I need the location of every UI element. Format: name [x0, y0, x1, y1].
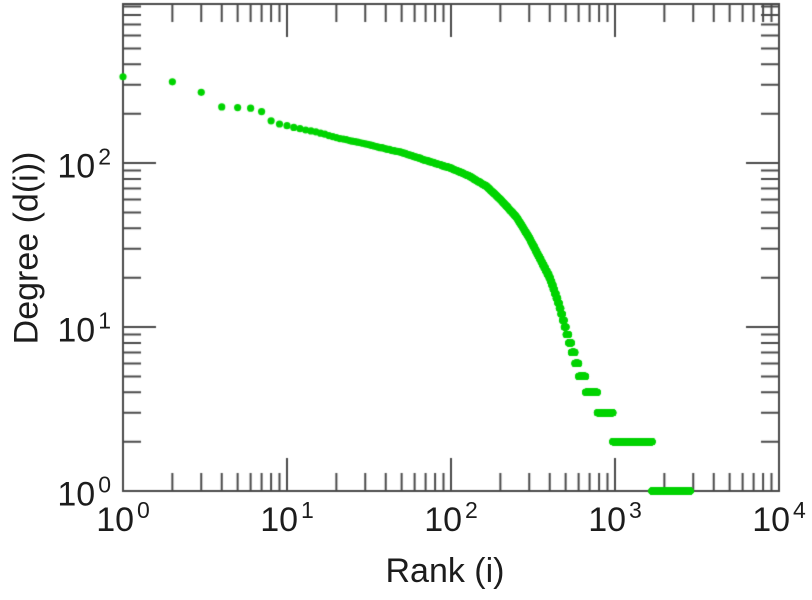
- x-axis-title: Rank (i): [385, 552, 505, 590]
- tick-mantissa: 10: [260, 501, 299, 539]
- y-axis-title: Degree (d(i)): [7, 151, 46, 344]
- tick-exponent: 0: [137, 497, 150, 523]
- y-tick-label-10^0: 10 0: [57, 472, 111, 514]
- tick-mantissa: 10: [96, 501, 135, 539]
- tick-exponent: 3: [629, 497, 642, 523]
- tick-mantissa: 10: [57, 311, 96, 350]
- tick-mantissa: 10: [57, 475, 96, 514]
- tick-mantissa: 10: [57, 147, 96, 186]
- y-tick-label-10^1: 10 1: [57, 308, 111, 350]
- tick-exponent: 2: [98, 143, 111, 170]
- x-tick-label-10^3: 10 3: [588, 497, 642, 539]
- tick-exponent: 2: [465, 497, 478, 523]
- y-tick-label-10^2: 10 2: [57, 144, 111, 186]
- tick-mantissa: 10: [588, 501, 627, 539]
- x-tick-label-10^1: 10 1: [260, 497, 314, 539]
- tick-exponent: 4: [793, 497, 806, 523]
- tick-exponent: 0: [98, 471, 111, 498]
- tick-mantissa: 10: [424, 501, 463, 539]
- tick-exponent: 1: [301, 497, 314, 523]
- x-tick-label-10^4: 10 4: [752, 497, 806, 539]
- x-tick-label-10^0: 10 0: [96, 497, 150, 539]
- tick-exponent: 1: [98, 307, 111, 334]
- tick-mantissa: 10: [752, 501, 791, 539]
- x-tick-label-10^2: 10 2: [424, 497, 478, 539]
